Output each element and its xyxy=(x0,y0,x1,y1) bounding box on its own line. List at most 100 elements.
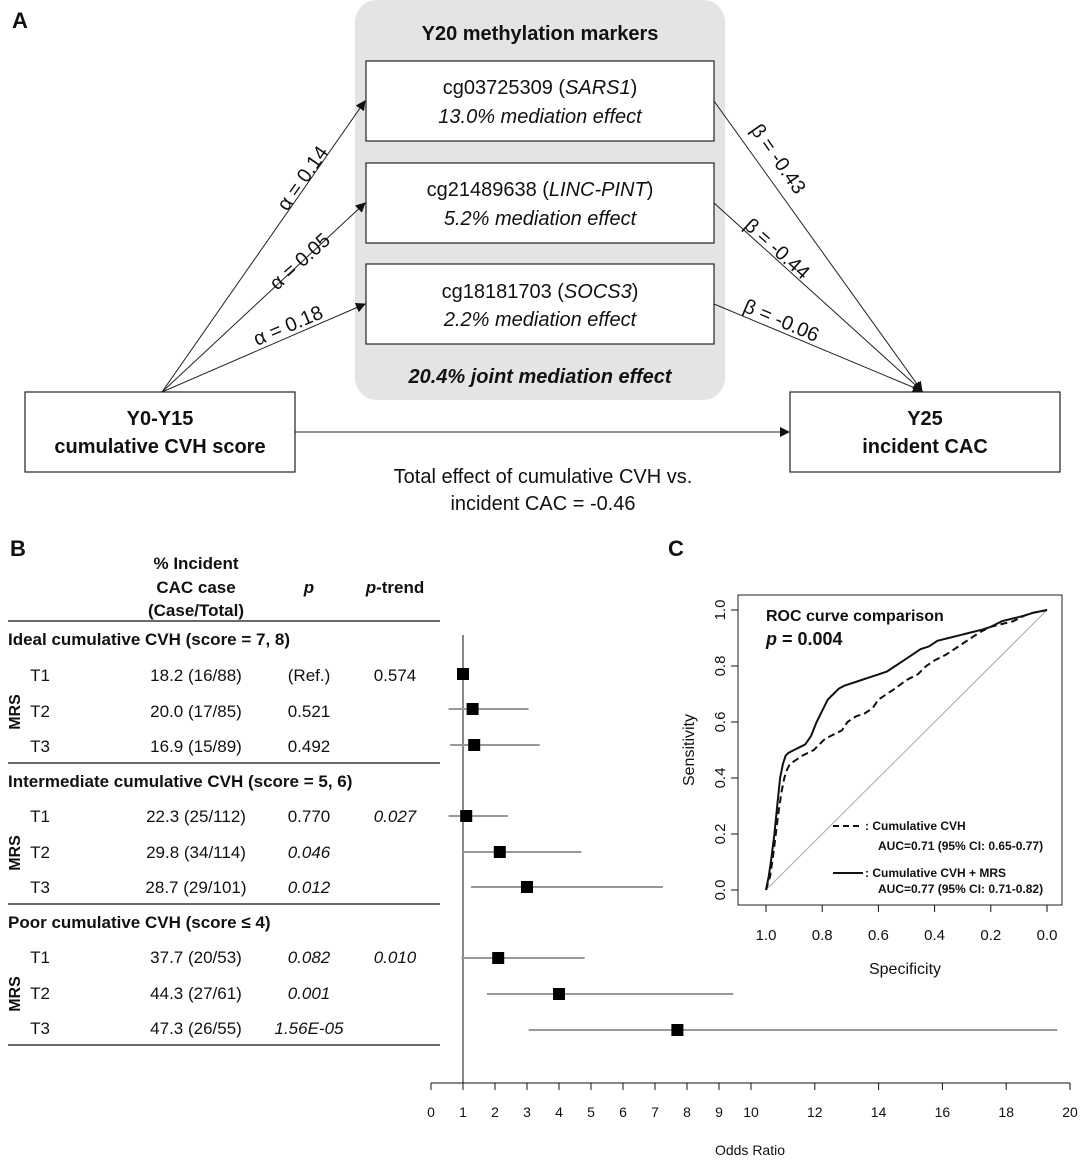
forest-x-tick-label: 12 xyxy=(807,1104,823,1120)
tertile-cell: T3 xyxy=(30,737,50,756)
forest-x-tick-label: 10 xyxy=(743,1104,759,1120)
tertile-cell: T2 xyxy=(30,702,50,721)
joint-mediation-effect: 20.4% joint mediation effect xyxy=(407,366,672,388)
panel-b-table: B % Incident CAC case (Case/Total) p p-t… xyxy=(7,536,440,1046)
beta-label-3: β = -0.06 xyxy=(740,295,822,346)
marker-3-probe: cg18181703 (SOCS3) xyxy=(442,281,639,303)
group-title-intermediate: Intermediate cumulative CVH (score = 5, … xyxy=(8,772,352,791)
incident-cell: 47.3 (26/55) xyxy=(150,1019,242,1038)
tertile-cell: T2 xyxy=(30,984,50,1003)
legend-auc-cvh-mrs: AUC=0.77 (95% CI: 0.71-0.82) xyxy=(878,882,1043,896)
mrs-label-intermediate: MRS xyxy=(7,835,24,871)
odds-ratio-point xyxy=(493,846,506,858)
p-cell: 0.001 xyxy=(288,984,331,1003)
roc-y-tick-label: 0.6 xyxy=(712,712,729,733)
forest-x-tick-label: 0 xyxy=(427,1104,435,1120)
incident-cell: 37.7 (20/53) xyxy=(150,948,242,967)
odds-ratio-point xyxy=(553,988,565,1000)
odds-ratio-point xyxy=(492,952,505,964)
roc-curves: 1.0 0.8 0.6 0.4 0.2 0.0 0.0 0.2 0.4 0.6 0.8 1.0 xyxy=(712,600,1057,944)
roc-title: ROC curve comparison xyxy=(766,608,944,625)
odds-ratio-point xyxy=(460,810,473,822)
beta-arrow-2 xyxy=(713,202,923,392)
outcome-line-1: Y25 xyxy=(907,408,943,430)
roc-diagonal-reference xyxy=(765,609,1048,891)
forest-x-tick-label: 7 xyxy=(651,1104,659,1120)
roc-y-tick-label: 0.4 xyxy=(712,768,729,789)
odds-ratio-point xyxy=(466,703,479,715)
incident-cell: 22.3 (25/112) xyxy=(146,807,246,826)
incident-cell: 16.9 (15/89) xyxy=(150,737,242,756)
incident-cell: 18.2 (16/88) xyxy=(150,666,242,685)
alpha-arrow-3 xyxy=(161,302,366,393)
p-cell: (Ref.) xyxy=(288,666,331,685)
marker-1-probe: cg03725309 (SARS1) xyxy=(443,77,638,99)
header-pct-line-1: % Incident xyxy=(153,554,238,573)
panel-b-label: B xyxy=(10,536,26,561)
marker-2-effect: 5.2% mediation effect xyxy=(444,208,638,230)
mrs-label-poor: MRS xyxy=(7,976,24,1012)
alpha-arrow-1 xyxy=(161,100,366,393)
markers-title: Y20 methylation markers xyxy=(422,23,659,45)
panel-a: A Y20 methylation markers cg03725309 (SA… xyxy=(12,0,1061,515)
group-title-poor: Poor cumulative CVH (score ≤ 4) xyxy=(8,913,271,932)
mrs-label-ideal: MRS xyxy=(7,694,24,730)
incident-cell: 44.3 (27/61) xyxy=(150,984,242,1003)
roc-x-tick-label: 1.0 xyxy=(756,927,777,944)
forest-x-tick-label: 9 xyxy=(715,1104,723,1120)
forest-x-axis-label: Odds Ratio xyxy=(715,1142,785,1158)
legend-auc-cvh: AUC=0.71 (95% CI: 0.65-0.77) xyxy=(878,839,1043,853)
legend-label-cvh: : Cumulative CVH xyxy=(865,819,966,833)
p-cell: 0.770 xyxy=(288,807,331,826)
roc-x-axis-label: Specificity xyxy=(869,961,941,978)
forest-x-tick-label: 8 xyxy=(683,1104,691,1120)
p-trend-cell: 0.027 xyxy=(374,807,417,826)
roc-p-value: p = 0.004 xyxy=(765,629,843,649)
total-effect-line-2: incident CAC = -0.46 xyxy=(450,493,635,515)
incident-cell: 29.8 (34/114) xyxy=(146,843,246,862)
beta-arrow-1 xyxy=(713,100,923,392)
group-title-ideal: Ideal cumulative CVH (score = 7, 8) xyxy=(8,630,290,649)
p-cell: 1.56E-05 xyxy=(275,1019,345,1038)
marker-box-1 xyxy=(365,60,715,142)
tertile-cell: T1 xyxy=(30,948,50,967)
panel-c: C 1.0 0.8 0.6 0.4 0.2 0.0 0.0 0.2 0.4 0.6 0.8 1.0 R… xyxy=(668,536,1063,978)
tertile-cell: T2 xyxy=(30,843,50,862)
marker-box-3 xyxy=(365,263,715,345)
outcome-line-2: incident CAC xyxy=(862,436,988,458)
forest-x-tick-label: 14 xyxy=(871,1104,887,1120)
p-cell: 0.012 xyxy=(288,878,331,897)
roc-y-tick-label: 0.8 xyxy=(712,656,729,677)
forest-x-tick-label: 6 xyxy=(619,1104,627,1120)
tertile-cell: T1 xyxy=(30,666,50,685)
outcome-box xyxy=(789,391,1061,473)
alpha-arrow-2 xyxy=(161,202,366,393)
roc-x-tick-label: 0.6 xyxy=(868,927,889,944)
p-cell: 0.082 xyxy=(288,948,331,967)
odds-ratio-point xyxy=(468,739,481,751)
marker-box-2 xyxy=(365,162,715,244)
marker-2-probe: cg21489638 (LINC-PINT) xyxy=(427,179,654,201)
exposure-line-2: cumulative CVH score xyxy=(54,436,265,458)
p-cell: 0.492 xyxy=(288,737,331,756)
p-trend-cell: 0.574 xyxy=(374,666,417,685)
roc-y-tick-label: 0.0 xyxy=(712,880,729,901)
header-p-trend: p-trend xyxy=(365,578,425,597)
roc-x-tick-label: 0.4 xyxy=(924,927,945,944)
panel-c-label: C xyxy=(668,536,684,561)
roc-x-tick-label: 0.0 xyxy=(1037,927,1058,944)
p-cell: 0.046 xyxy=(288,843,331,862)
total-effect-line-1: Total effect of cumulative CVH vs. xyxy=(394,466,693,488)
odds-ratio-point xyxy=(521,881,533,893)
p-trend-cell: 0.010 xyxy=(374,948,417,967)
incident-cell: 28.7 (29/101) xyxy=(145,878,246,897)
panel-a-label: A xyxy=(12,8,28,33)
incident-cell: 20.0 (17/85) xyxy=(150,702,242,721)
roc-y-axis-label: Sensitivity xyxy=(681,714,698,786)
legend-label-cvh-mrs: : Cumulative CVH + MRS xyxy=(865,866,1006,880)
exposure-box xyxy=(24,391,296,473)
marker-3-effect: 2.2% mediation effect xyxy=(443,309,638,331)
roc-y-tick-label: 1.0 xyxy=(712,600,729,621)
